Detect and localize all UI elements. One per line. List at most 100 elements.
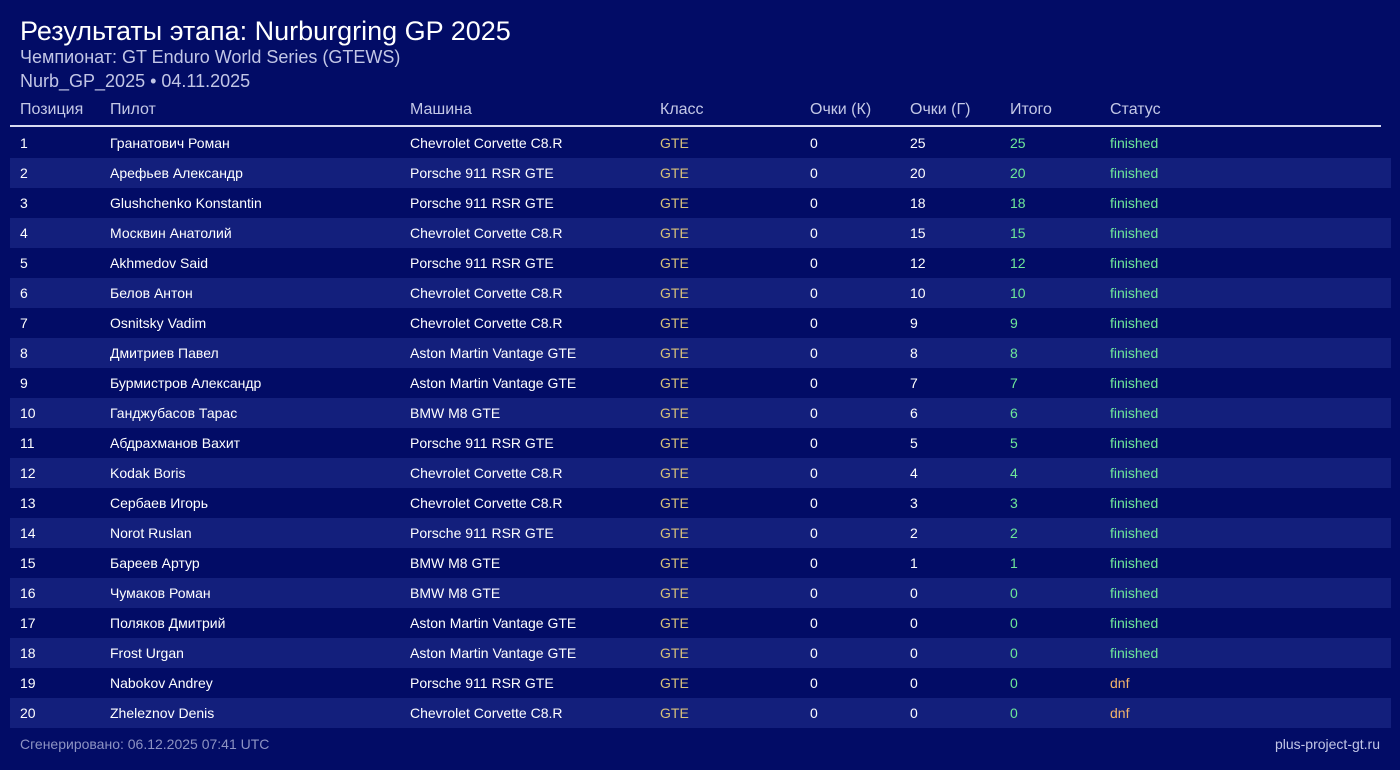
cell-status: finished xyxy=(1110,285,1159,301)
cell-class: GTE xyxy=(660,705,689,721)
cell-position: 14 xyxy=(20,525,36,541)
cell-car: Chevrolet Corvette C8.R xyxy=(410,465,563,481)
cell-points-qualifying: 0 xyxy=(810,585,818,601)
cell-total: 0 xyxy=(1010,585,1018,601)
cell-class: GTE xyxy=(660,255,689,271)
cell-class: GTE xyxy=(660,195,689,211)
cell-driver: Белов Антон xyxy=(110,285,193,301)
cell-driver: Гранатович Роман xyxy=(110,135,230,151)
cell-driver: Osnitsky Vadim xyxy=(110,315,207,331)
cell-car: Aston Martin Vantage GTE xyxy=(410,645,577,661)
cell-total: 8 xyxy=(1010,345,1018,361)
cell-total: 20 xyxy=(1010,165,1026,181)
cell-points-qualifying: 0 xyxy=(810,555,818,571)
cell-class: GTE xyxy=(660,165,689,181)
cell-status: finished xyxy=(1110,555,1159,571)
cell-total: 6 xyxy=(1010,405,1018,421)
cell-driver: Zheleznov Denis xyxy=(110,705,215,721)
cell-total: 0 xyxy=(1010,615,1018,631)
table-row: 8 Дмитриев Павел Aston Martin Vantage GTE G… xyxy=(10,338,1391,368)
cell-driver: Арефьев Александр xyxy=(110,165,243,181)
cell-class: GTE xyxy=(660,285,689,301)
table-row: 12 Kodak Boris Chevrolet Corvette C8.R GTE 0… xyxy=(10,458,1391,488)
results-table-body: 1 Гранатович Роман Chevrolet Corvette C8.R… xyxy=(10,128,1391,728)
table-row: 3 Glushchenko Konstantin Porsche 911 RSR G… xyxy=(10,188,1391,218)
cell-total: 0 xyxy=(1010,675,1018,691)
cell-driver: Сербаев Игорь xyxy=(110,495,209,511)
header-class: Класс xyxy=(660,101,704,118)
cell-status: finished xyxy=(1110,525,1159,541)
cell-total: 5 xyxy=(1010,435,1018,451)
table-row: 16 Чумаков Роман BMW M8 GTE GTE 0 0 0 finished xyxy=(10,578,1391,608)
table-row: 4 Москвин Анатолий Chevrolet Corvette C8.R… xyxy=(10,218,1391,248)
site-link[interactable]: plus-project-gt.ru xyxy=(1274,736,1380,752)
cell-points-race: 12 xyxy=(910,255,926,271)
cell-total: 0 xyxy=(1010,645,1018,661)
cell-points-race: 3 xyxy=(910,495,918,511)
table-row: 7 Osnitsky Vadim Chevrolet Corvette C8.R GT… xyxy=(10,308,1391,338)
cell-position: 8 xyxy=(20,345,28,361)
cell-points-race: 6 xyxy=(910,405,918,421)
cell-class: GTE xyxy=(660,345,689,361)
cell-car: Porsche 911 RSR GTE xyxy=(410,435,554,451)
table-row: 19 Nabokov Andrey Porsche 911 RSR GTE GTE 0 0… xyxy=(10,668,1391,698)
cell-position: 15 xyxy=(20,555,36,571)
table-header: Позиция Пилот Машина Класс Очки (К) Очки… xyxy=(10,97,1381,127)
cell-car: Aston Martin Vantage GTE xyxy=(410,375,577,391)
cell-car: BMW M8 GTE xyxy=(410,405,501,421)
cell-driver: Москвин Анатолий xyxy=(110,225,232,241)
page-title: Результаты этапа: Nurburgring GP 2025 xyxy=(20,16,511,46)
cell-points-race: 25 xyxy=(910,135,926,151)
cell-car: Chevrolet Corvette C8.R xyxy=(410,315,563,331)
cell-status: finished xyxy=(1110,495,1159,511)
table-row: 13 Сербаев Игорь Chevrolet Corvette C8.R GT… xyxy=(10,488,1391,518)
cell-class: GTE xyxy=(660,135,689,151)
cell-points-qualifying: 0 xyxy=(810,285,818,301)
cell-position: 4 xyxy=(20,225,28,241)
cell-class: GTE xyxy=(660,555,689,571)
cell-class: GTE xyxy=(660,525,689,541)
cell-points-race: 5 xyxy=(910,435,918,451)
cell-position: 13 xyxy=(20,495,36,511)
cell-car: Chevrolet Corvette C8.R xyxy=(410,225,563,241)
table-row: 15 Бареев Артур BMW M8 GTE GTE 0 1 1 finished xyxy=(10,548,1391,578)
cell-class: GTE xyxy=(660,405,689,421)
header-position: Позиция xyxy=(20,101,84,118)
cell-class: GTE xyxy=(660,615,689,631)
cell-total: 25 xyxy=(1010,135,1026,151)
cell-points-qualifying: 0 xyxy=(810,255,818,271)
cell-status: finished xyxy=(1110,345,1159,361)
cell-class: GTE xyxy=(660,375,689,391)
table-row: 18 Frost Urgan Aston Martin Vantage GTE GTE… xyxy=(10,638,1391,668)
table-row: 2 Арефьев Александр Porsche 911 RSR GTE GTE… xyxy=(10,158,1391,188)
header-driver: Пилот xyxy=(110,101,156,118)
cell-points-race: 0 xyxy=(910,705,918,721)
table-row: 17 Поляков Дмитрий Aston Martin Vantage GT… xyxy=(10,608,1391,638)
cell-driver: Kodak Boris xyxy=(110,465,186,481)
cell-class: GTE xyxy=(660,225,689,241)
cell-driver: Бурмистров Александр xyxy=(110,375,262,391)
cell-car: Porsche 911 RSR GTE xyxy=(410,675,554,691)
cell-status: finished xyxy=(1110,195,1159,211)
table-row: 1 Гранатович Роман Chevrolet Corvette C8.R… xyxy=(10,128,1391,158)
cell-status: finished xyxy=(1110,135,1159,151)
cell-status: finished xyxy=(1110,465,1159,481)
cell-car: Porsche 911 RSR GTE xyxy=(410,195,554,211)
cell-total: 2 xyxy=(1010,525,1018,541)
cell-driver: Ганджубасов Тарас xyxy=(110,405,238,421)
table-row: 20 Zheleznov Denis Chevrolet Corvette C8.R… xyxy=(10,698,1391,728)
cell-position: 6 xyxy=(20,285,28,301)
header-car: Машина xyxy=(410,101,472,118)
cell-car: Porsche 911 RSR GTE xyxy=(410,525,554,541)
cell-points-race: 20 xyxy=(910,165,926,181)
cell-car: Aston Martin Vantage GTE xyxy=(410,345,577,361)
cell-driver: Чумаков Роман xyxy=(110,585,211,601)
cell-driver: Поляков Дмитрий xyxy=(110,615,226,631)
cell-driver: Glushchenko Konstantin xyxy=(110,195,262,211)
cell-driver: Frost Urgan xyxy=(110,645,184,661)
cell-class: GTE xyxy=(660,495,689,511)
cell-points-qualifying: 0 xyxy=(810,525,818,541)
cell-status: finished xyxy=(1110,615,1159,631)
header-points-race: Очки (Г) xyxy=(910,101,971,118)
cell-status: finished xyxy=(1110,645,1159,661)
